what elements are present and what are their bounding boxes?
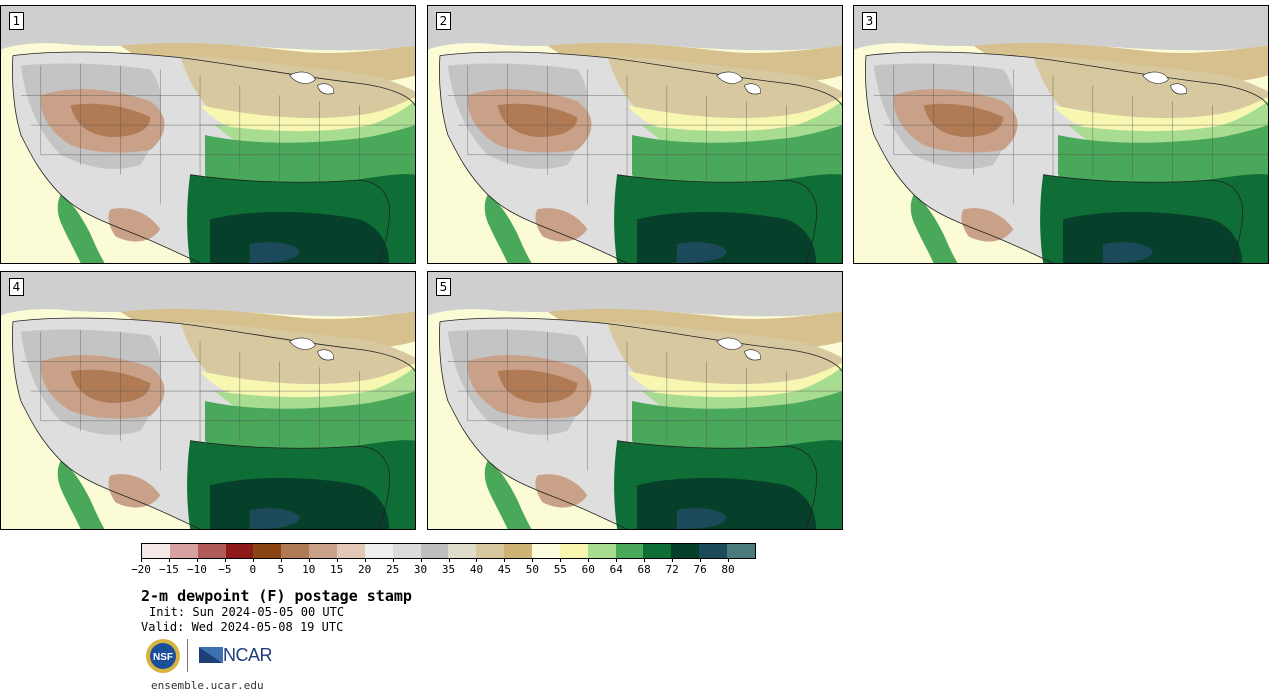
colorbar-tick — [168, 558, 170, 562]
panel-number: 5 — [436, 278, 451, 296]
colorbar-tick — [532, 558, 534, 562]
colorbar-tick — [308, 558, 310, 562]
colorbar-swatch — [615, 544, 644, 558]
colorbar-swatch — [169, 544, 198, 558]
dewpoint-map — [854, 6, 1268, 263]
colorbar-tick-label: 15 — [330, 563, 344, 576]
colorbar-tick — [420, 558, 422, 562]
colorbar-tick-label: 55 — [553, 563, 567, 576]
nsf-logo-icon: NSF — [146, 639, 180, 673]
colorbar-tick — [588, 558, 590, 562]
colorbar-tick — [476, 558, 478, 562]
colorbar-swatch — [309, 544, 338, 558]
colorbar — [141, 543, 756, 559]
colorbar-tick-label: −10 — [186, 563, 207, 576]
colorbar-swatch — [643, 544, 672, 558]
colorbar-swatch — [197, 544, 226, 558]
colorbar-swatch — [448, 544, 477, 558]
colorbar-swatch — [392, 544, 421, 558]
colorbar-swatch — [476, 544, 505, 558]
colorbar-swatch — [587, 544, 616, 558]
valid-time: Valid: Wed 2024-05-08 19 UTC — [141, 620, 344, 634]
colorbar-tick — [448, 558, 450, 562]
colorbar-swatch — [281, 544, 310, 558]
colorbar-swatch — [253, 544, 282, 558]
colorbar-tick-label: 35 — [441, 563, 456, 576]
colorbar-swatch — [420, 544, 449, 558]
init-time: Init: Sun 2024-05-05 00 UTC — [149, 605, 345, 619]
ncar-logo-text: NCAR — [223, 645, 273, 665]
colorbar-tick — [392, 558, 394, 562]
colorbar-tick-label: 64 — [609, 563, 623, 576]
dewpoint-map — [428, 272, 842, 529]
colorbar-swatch — [504, 544, 533, 558]
panel-number: 4 — [9, 278, 24, 296]
stamp-panel-1[interactable]: 1 — [0, 5, 416, 264]
colorbar-swatch — [671, 544, 700, 558]
colorbar-tick-label: 50 — [525, 563, 539, 576]
colorbar-tick-label: 20 — [358, 563, 372, 576]
colorbar-tick-label: −15 — [159, 563, 179, 576]
colorbar-tick-label: 60 — [581, 563, 595, 576]
colorbar-swatch — [225, 544, 254, 558]
colorbar-swatch — [364, 544, 393, 558]
panel-number: 2 — [436, 12, 451, 30]
colorbar-tick-label: 72 — [665, 563, 679, 576]
colorbar-labels: −20 −15 −10 −5 0 5 10 15 20 25 30 35 40 45 50 55 60 64 68 7… — [131, 558, 756, 579]
colorbar-tick — [364, 558, 366, 562]
svg-text:NSF: NSF — [153, 652, 173, 663]
colorbar-swatch — [532, 544, 560, 558]
dewpoint-map — [428, 6, 842, 263]
colorbar-tick-label: 0 — [249, 563, 257, 576]
colorbar-tick — [672, 558, 674, 562]
colorbar-tick — [141, 558, 142, 562]
stamp-panel-3[interactable]: 3 — [853, 5, 1269, 264]
dewpoint-map — [1, 272, 415, 529]
colorbar-swatch — [337, 544, 365, 558]
colorbar-tick — [224, 558, 226, 562]
colorbar-tick-label: 40 — [469, 563, 484, 576]
ncar-logo-icon — [199, 647, 223, 663]
colorbar-tick-label: 80 — [721, 563, 735, 576]
colorbar-tick — [700, 558, 702, 562]
panel-number: 1 — [9, 12, 24, 30]
colorbar-tick-label: 45 — [497, 563, 512, 576]
colorbar-tick-label: −20 — [131, 563, 151, 576]
page-title: 2-m dewpoint (F) postage stamp — [141, 587, 412, 605]
colorbar-tick — [252, 558, 254, 562]
colorbar-swatch — [699, 544, 728, 558]
colorbar-tick-label: 30 — [413, 563, 428, 576]
colorbar-tick-label: −5 — [218, 563, 232, 576]
colorbar-tick — [280, 558, 282, 562]
colorbar-tick — [504, 558, 506, 562]
colorbar-tick-label: 68 — [637, 563, 651, 576]
stamp-panel-5[interactable]: 5 — [427, 271, 843, 530]
colorbar-tick — [728, 558, 730, 562]
colorbar-tick — [336, 558, 338, 562]
colorbar-tick-label: 10 — [302, 563, 316, 576]
panel-number: 3 — [862, 12, 877, 30]
colorbar-tick — [616, 558, 618, 562]
dewpoint-map — [1, 6, 415, 263]
colorbar-swatch — [142, 544, 170, 558]
colorbar-tick — [196, 558, 198, 562]
colorbar-tick — [560, 558, 562, 562]
site-url[interactable]: ensemble.ucar.edu — [151, 679, 264, 692]
colorbar-tick-label: 76 — [693, 563, 707, 576]
colorbar-tick-label: 5 — [277, 563, 285, 576]
logo-divider — [187, 639, 188, 672]
colorbar-swatch — [727, 544, 755, 558]
colorbar-swatch — [559, 544, 588, 558]
stamp-panel-4[interactable]: 4 — [0, 271, 416, 530]
colorbar-tick-label: 25 — [385, 563, 400, 576]
colorbar-tick — [644, 558, 646, 562]
stamp-panel-2[interactable]: 2 — [427, 5, 843, 264]
